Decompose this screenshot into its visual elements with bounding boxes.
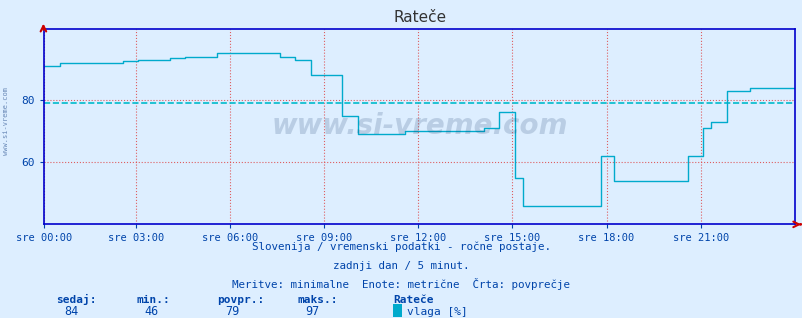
Text: vlaga [%]: vlaga [%] [407,308,468,317]
Text: 46: 46 [144,306,159,318]
Title: Rateče: Rateče [392,10,446,25]
Text: povpr.:: povpr.: [217,295,264,305]
Text: 97: 97 [305,306,319,318]
Text: Rateče: Rateče [393,295,433,305]
Text: 84: 84 [64,306,79,318]
Text: zadnji dan / 5 minut.: zadnji dan / 5 minut. [333,261,469,271]
Text: maks.:: maks.: [297,295,337,305]
Text: www.si-vreme.com: www.si-vreme.com [3,87,10,155]
Text: www.si-vreme.com: www.si-vreme.com [271,112,567,141]
Text: sedaj:: sedaj: [56,294,96,305]
Text: 79: 79 [225,306,239,318]
Text: Slovenija / vremenski podatki - ročne postaje.: Slovenija / vremenski podatki - ročne po… [252,241,550,252]
Text: Meritve: minimalne  Enote: metrične  Črta: povprečje: Meritve: minimalne Enote: metrične Črta:… [233,278,569,290]
Text: min.:: min.: [136,295,170,305]
